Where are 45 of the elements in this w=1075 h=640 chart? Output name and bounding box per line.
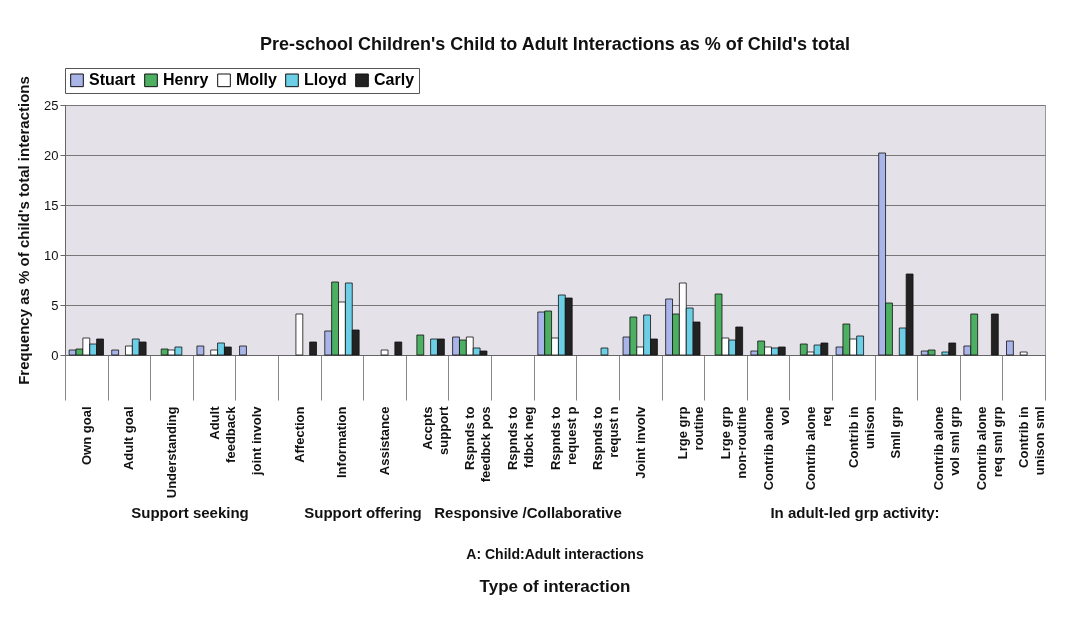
bar: [196, 345, 205, 356]
bar: [1006, 340, 1014, 356]
bar: [416, 334, 425, 356]
bar: [239, 345, 247, 356]
y-tick-label: 10: [44, 247, 59, 263]
x-tick-label: Adult goal: [121, 406, 137, 471]
legend-label: Henry: [163, 71, 209, 89]
x-axis-title: Type of interaction: [479, 577, 631, 596]
x-tick-label: Assistance: [377, 406, 393, 476]
y-tick-label: 5: [51, 297, 59, 313]
x-tick-label: Joint involv: [632, 405, 648, 479]
legend-label: Lloyd: [304, 71, 347, 89]
y-axis-title: Frequency as % of child's total interactions: [15, 76, 33, 385]
bar: [991, 313, 999, 356]
x-tick-label: Affection: [291, 406, 307, 463]
y-tick-label: 0: [51, 347, 59, 363]
text: Support offering: [304, 504, 422, 521]
x-tick-label: joint involv: [249, 405, 265, 477]
x-tick-label: Information: [334, 406, 350, 478]
bar: [295, 313, 304, 356]
legend-label: Carly: [374, 71, 415, 89]
y-tick-label: 20: [44, 147, 59, 163]
bar: [394, 341, 403, 356]
bar: [1019, 351, 1028, 356]
x-tick-label: Own goal: [78, 406, 94, 465]
y-tick-label: 15: [44, 197, 59, 213]
legend-label: Stuart: [89, 71, 136, 89]
text: Support seeking: [131, 504, 249, 521]
bar: [309, 341, 317, 356]
x-tick-label: Accpts support: [419, 405, 451, 455]
text: A: Child:Adult interactions: [466, 546, 644, 562]
text: In adult-led grp activity:: [770, 504, 940, 521]
bar: [600, 347, 609, 356]
bar: [380, 349, 389, 356]
x-tick-label: Understanding: [164, 406, 180, 499]
y-tick-label: 25: [44, 97, 59, 113]
x-tick-label: Contrib alone vol: [760, 406, 792, 491]
chart-title: Pre-school Children's Child to Adult Interactions as % of Child's total: [260, 33, 850, 54]
x-tick-label: Smll grp: [888, 406, 904, 459]
x-tick-label: Contrib alone req: [803, 406, 835, 491]
bar: [111, 349, 119, 356]
x-tick-label: Adult feedback: [206, 405, 238, 463]
legend-label: Molly: [236, 71, 277, 89]
text: Responsive /Collaborative: [434, 504, 622, 521]
x-tick-label: Lrge grp routine: [675, 406, 707, 460]
